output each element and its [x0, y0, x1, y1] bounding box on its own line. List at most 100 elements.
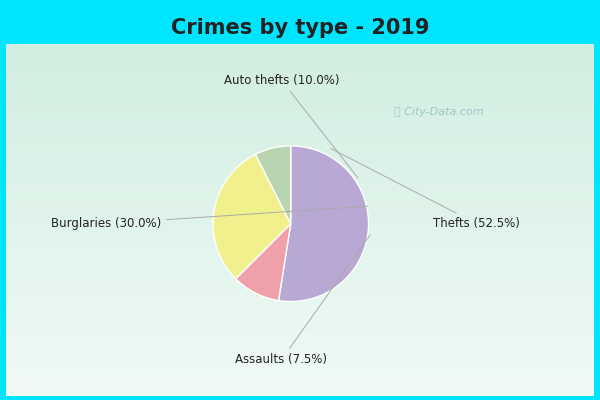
Text: Thefts (52.5%): Thefts (52.5%) — [331, 148, 520, 230]
Bar — [6, 202, 594, 206]
Bar — [6, 90, 594, 93]
Bar — [6, 72, 594, 76]
Bar — [6, 139, 594, 142]
Bar — [6, 315, 594, 318]
Bar — [6, 382, 594, 386]
Bar — [6, 58, 594, 62]
Bar — [6, 220, 594, 224]
Bar — [6, 44, 594, 48]
Bar — [6, 76, 594, 79]
Text: ⓘ City-Data.com: ⓘ City-Data.com — [394, 107, 484, 117]
Bar — [6, 318, 594, 322]
Bar — [6, 361, 594, 364]
Bar — [6, 157, 594, 160]
Bar — [6, 199, 594, 202]
Bar — [6, 54, 594, 58]
Bar — [6, 107, 594, 111]
Bar — [6, 164, 594, 167]
Bar — [6, 136, 594, 139]
Bar — [6, 245, 594, 248]
Bar — [6, 213, 594, 216]
Bar — [6, 368, 594, 371]
Bar — [6, 280, 594, 283]
Bar — [6, 114, 594, 118]
Bar — [6, 304, 594, 308]
Bar — [6, 252, 594, 255]
Bar — [6, 354, 594, 357]
Bar — [6, 340, 594, 343]
Bar — [6, 118, 594, 122]
Bar — [6, 178, 594, 181]
Bar — [6, 128, 594, 132]
Bar — [6, 312, 594, 315]
Bar — [6, 174, 594, 178]
Bar — [6, 65, 594, 69]
Bar — [6, 329, 594, 333]
Bar — [6, 195, 594, 199]
Bar — [6, 326, 594, 329]
Bar — [6, 83, 594, 86]
Bar — [6, 132, 594, 136]
Wedge shape — [236, 224, 291, 300]
Bar — [6, 86, 594, 90]
Bar — [6, 269, 594, 273]
Bar — [6, 69, 594, 72]
Bar — [6, 206, 594, 210]
Bar — [6, 287, 594, 290]
Bar — [6, 238, 594, 241]
Bar — [6, 48, 594, 51]
Bar — [6, 142, 594, 146]
Bar — [6, 308, 594, 312]
Bar — [6, 371, 594, 375]
Bar — [6, 62, 594, 65]
Bar — [6, 93, 594, 97]
Wedge shape — [256, 146, 291, 224]
Bar — [6, 167, 594, 171]
Bar — [6, 125, 594, 128]
Bar — [6, 51, 594, 54]
Bar — [6, 185, 594, 188]
Bar — [6, 171, 594, 174]
Bar — [6, 343, 594, 347]
Bar — [6, 104, 594, 107]
Bar — [6, 216, 594, 220]
Bar — [6, 259, 594, 262]
Text: Crimes by type - 2019: Crimes by type - 2019 — [171, 18, 429, 38]
Bar — [6, 100, 594, 104]
Bar — [6, 298, 594, 301]
Bar — [6, 248, 594, 252]
Bar — [6, 375, 594, 378]
Bar — [6, 255, 594, 259]
Text: Burglaries (30.0%): Burglaries (30.0%) — [51, 206, 368, 230]
Wedge shape — [213, 154, 291, 279]
Bar — [6, 181, 594, 185]
Bar — [6, 146, 594, 150]
Bar — [6, 192, 594, 195]
Bar — [6, 290, 594, 294]
Bar — [6, 301, 594, 304]
Bar — [6, 350, 594, 354]
Bar — [6, 333, 594, 336]
Bar — [6, 188, 594, 192]
Bar — [6, 224, 594, 227]
Bar — [6, 79, 594, 83]
Bar — [6, 122, 594, 125]
Bar — [6, 283, 594, 287]
Bar — [6, 357, 594, 361]
Bar — [6, 241, 594, 245]
Bar — [6, 347, 594, 350]
Text: Auto thefts (10.0%): Auto thefts (10.0%) — [224, 74, 358, 178]
Bar — [6, 322, 594, 326]
Bar — [6, 378, 594, 382]
Bar — [6, 262, 594, 266]
Bar — [6, 294, 594, 298]
Bar — [6, 234, 594, 238]
Bar — [6, 150, 594, 153]
Bar — [6, 273, 594, 276]
Bar — [6, 230, 594, 234]
Bar — [6, 111, 594, 114]
Text: Assaults (7.5%): Assaults (7.5%) — [235, 235, 370, 366]
Bar — [6, 266, 594, 269]
Bar — [6, 97, 594, 100]
Bar — [6, 153, 594, 157]
